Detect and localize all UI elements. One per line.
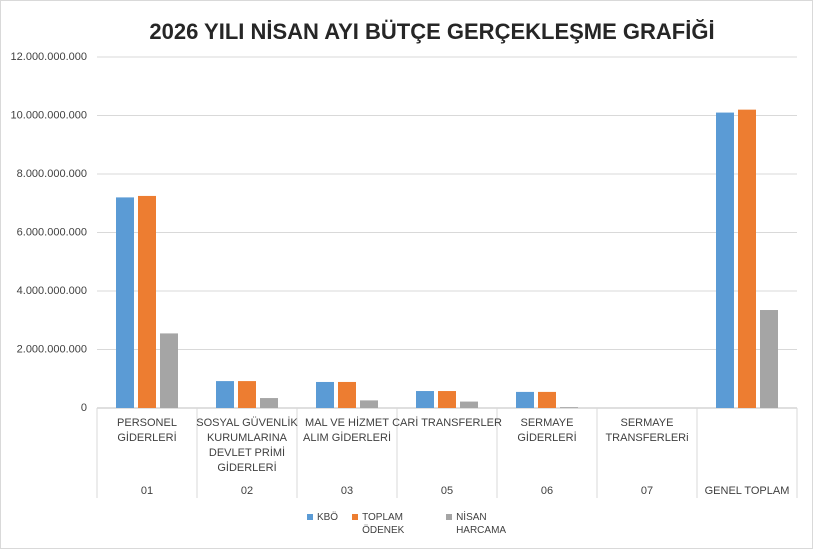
x-tick-label: GİDERLERİ: [217, 461, 276, 474]
legend-label: KBÖ: [316, 512, 339, 523]
legend-label: TOPLAM ÖDENEK: [362, 512, 405, 536]
legend-item: KBÖ: [306, 511, 339, 537]
bar: [760, 310, 778, 408]
x-tick-label: DEVLET PRİMİ: [209, 446, 285, 459]
y-tick-label: 4.000.000.000: [17, 285, 87, 297]
legend: KBÖ TOPLAM ÖDENEK NİSAN HARCAMA: [0, 511, 813, 537]
bar: [716, 112, 734, 408]
x-tick-label: TRANSFERLERi: [605, 432, 688, 444]
bar: [316, 381, 334, 408]
bar: [416, 391, 434, 408]
legend-swatch: [446, 514, 453, 520]
x-tick-label: SERMAYE: [621, 417, 674, 429]
bar: [238, 381, 256, 408]
bar: [538, 391, 556, 408]
group-label: 02: [241, 485, 253, 497]
y-tick-label: 2.000.000.000: [17, 343, 87, 355]
bar: [516, 391, 534, 408]
group-label: 01: [141, 485, 153, 497]
legend-label: NİSAN HARCAMA: [456, 512, 507, 536]
legend-swatch: [306, 514, 313, 520]
legend-swatch: [352, 514, 359, 520]
group-label: GENEL TOPLAM: [705, 485, 790, 497]
x-tick-label: KURUMLARINA: [207, 432, 288, 444]
x-tick-label: MAL VE HİZMET: [305, 416, 389, 429]
legend-item: TOPLAM ÖDENEK: [352, 511, 432, 537]
group-label: 03: [341, 485, 353, 497]
y-tick-label: 6.000.000.000: [17, 226, 87, 238]
bar: [116, 197, 134, 408]
bar: [738, 109, 756, 409]
bar: [160, 333, 178, 408]
group-label: 05: [441, 485, 453, 497]
legend-item: NİSAN HARCAMA: [446, 511, 506, 537]
y-tick-label: 8.000.000.000: [17, 168, 87, 180]
chart-title: 2026 YILI NİSAN AYI BÜTÇE GERÇEKLEŞME GR…: [149, 19, 714, 44]
bar: [260, 398, 278, 408]
bar: [360, 400, 378, 408]
y-tick-label: 0: [81, 402, 87, 414]
group-label: 07: [641, 485, 653, 497]
bar: [438, 391, 456, 408]
bar: [460, 401, 478, 408]
x-tick-label: GİDERLERİ: [117, 431, 176, 444]
bar: [216, 381, 234, 408]
bar: [138, 195, 156, 408]
x-tick-label: ALIM GİDERLERİ: [303, 431, 391, 444]
x-tick-label: SERMAYE: [521, 417, 574, 429]
y-tick-label: 12.000.000.000: [11, 51, 87, 63]
bar: [560, 407, 578, 408]
x-tick-label: CARİ TRANSFERLER: [392, 416, 502, 429]
x-tick-label: GİDERLERİ: [517, 431, 576, 444]
bar: [338, 381, 356, 408]
group-label: 06: [541, 485, 553, 497]
x-tick-label: SOSYAL GÜVENLİK: [196, 416, 298, 429]
x-tick-label: PERSONEL: [117, 417, 177, 429]
y-tick-label: 10.000.000.000: [11, 109, 87, 121]
